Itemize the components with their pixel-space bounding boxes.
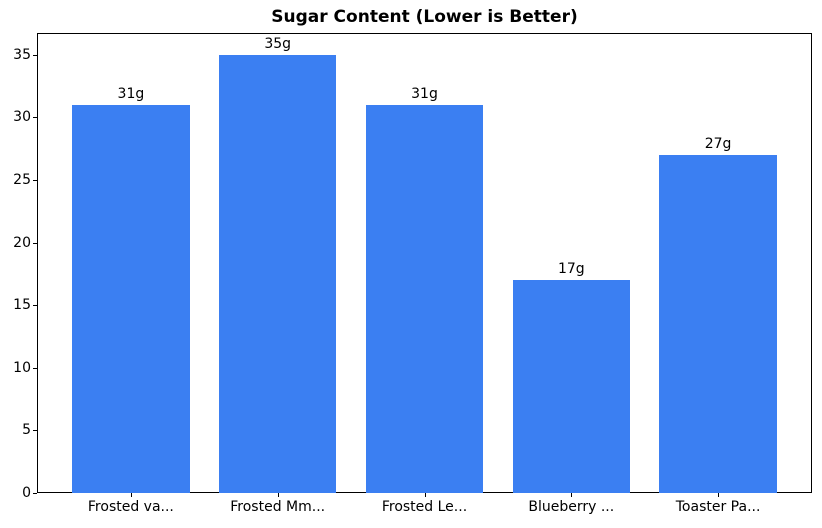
y-tick-mark xyxy=(33,305,37,306)
y-tick-label: 20 xyxy=(13,235,31,251)
bar xyxy=(219,54,337,493)
x-tick-label: Frosted Mm... xyxy=(230,499,326,515)
chart-title: Sugar Content (Lower is Better) xyxy=(271,7,578,27)
y-tick-mark xyxy=(33,493,37,494)
bar-value-label: 35g xyxy=(264,35,292,52)
y-tick-label: 5 xyxy=(22,422,31,438)
y-tick-label: 35 xyxy=(13,47,31,63)
bar-value-label: 27g xyxy=(704,136,732,152)
y-tick-mark xyxy=(33,368,37,369)
y-tick-mark xyxy=(33,243,37,244)
bar xyxy=(72,105,190,493)
x-tick-mark xyxy=(718,493,719,497)
y-tick-mark xyxy=(33,180,37,181)
bar xyxy=(659,155,777,493)
bar-value-label: 17g xyxy=(557,261,585,278)
y-tick-mark xyxy=(33,55,37,56)
x-tick-mark xyxy=(131,493,132,497)
x-tick-label: Blueberry ... xyxy=(528,499,615,515)
y-tick-label: 0 xyxy=(22,485,31,501)
y-tick-mark xyxy=(33,430,37,431)
y-tick-label: 10 xyxy=(13,360,31,376)
x-tick-label: Frosted va... xyxy=(87,499,174,515)
y-tick-label: 25 xyxy=(13,172,31,188)
bar xyxy=(365,105,484,493)
x-tick-label: Frosted Le... xyxy=(381,499,468,515)
x-tick-mark xyxy=(278,493,279,497)
x-tick-mark xyxy=(571,493,572,497)
bar-value-label: 31g xyxy=(411,86,438,102)
bar-value-label: 31g xyxy=(117,86,145,102)
y-tick-label: 30 xyxy=(13,109,31,125)
y-tick-label: 15 xyxy=(13,297,31,313)
y-tick-mark xyxy=(33,117,37,118)
x-tick-label: Toaster Pa... xyxy=(675,499,761,515)
bar xyxy=(512,280,630,493)
x-tick-mark xyxy=(425,493,426,497)
